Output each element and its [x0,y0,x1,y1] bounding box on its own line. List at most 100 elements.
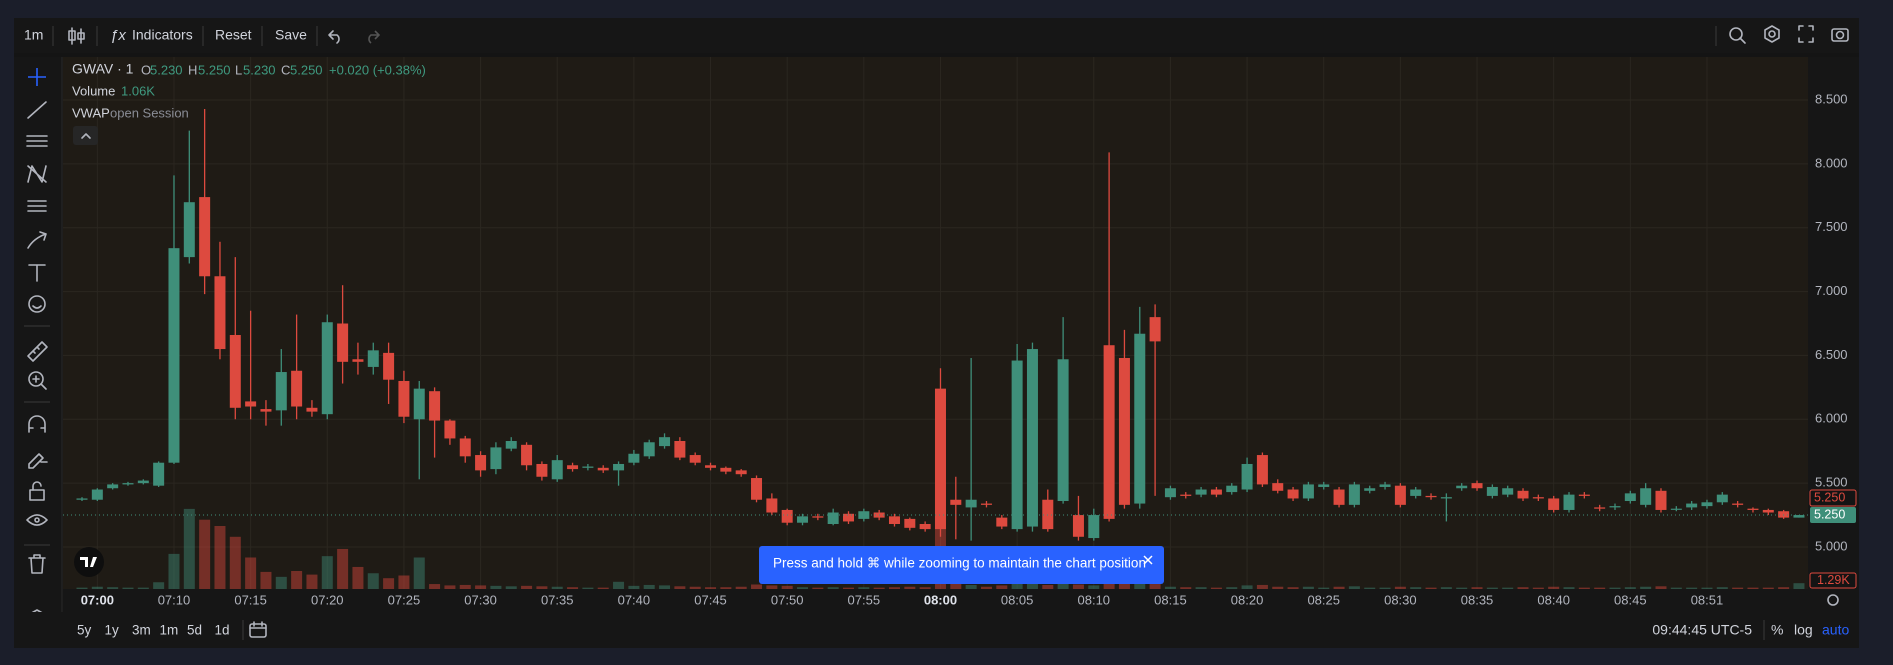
candle-body [1640,488,1652,505]
candle-body [1686,503,1698,508]
top-toolbar [14,18,1859,53]
volume-bar [873,587,885,589]
legend-h: 5.250 [198,62,231,77]
zoom-tool[interactable] [28,371,47,390]
volume-bar [1425,587,1437,589]
candle-body [1624,493,1636,502]
candle-body [843,513,854,522]
trend-line-tool[interactable] [27,101,47,119]
volume-bar [659,585,671,589]
legend-symbol: GWAV · 1 [72,61,134,77]
candle-body [1057,359,1069,502]
lock-tool[interactable] [29,481,45,501]
candle-body [1011,360,1023,530]
range-button[interactable]: 5y [77,623,92,638]
volume-bar [1333,586,1345,589]
candle-body [1164,488,1176,498]
pattern-tool[interactable] [27,165,47,183]
candle-body [337,323,349,362]
settings-icon[interactable] [1764,25,1780,43]
x-tick-label: 08:05 [1001,592,1034,607]
interval-button[interactable]: 1m [24,27,43,43]
plot [63,108,1808,589]
fullscreen-icon[interactable] [1798,25,1814,43]
camera-icon[interactable] [1831,28,1849,42]
save-button[interactable]: Save [275,27,307,43]
volume-bar [199,519,211,589]
goto-date[interactable] [249,621,267,638]
lock-drawing-tool[interactable] [28,453,48,469]
x-tick-label: 07:25 [388,592,421,607]
volume-bar [1241,585,1253,589]
volume-bar [352,566,364,589]
logo [74,547,104,577]
visibility-tool[interactable] [26,514,48,526]
reset-button[interactable]: Reset [215,27,252,43]
candle-body [965,499,977,508]
collapse-legend[interactable] [73,126,98,145]
ruler-tool[interactable] [27,341,48,362]
prediction-tool[interactable] [27,200,47,212]
log-toggle[interactable]: log [1794,622,1813,638]
x-tick-label: 08:00 [924,592,957,607]
fx-icon[interactable]: ƒx [110,27,126,44]
indicators-button[interactable]: Indicators [132,27,193,43]
candle-body [689,455,701,463]
range-button[interactable]: 1m [160,623,179,638]
candle-body [934,388,946,530]
brush-tool[interactable] [27,231,47,249]
range-button[interactable]: 1y [105,623,120,638]
candle-body [168,248,180,463]
delete-tool[interactable] [28,554,46,574]
candle-body [567,465,579,470]
range-button[interactable]: 3m [132,623,151,638]
magnet-tool[interactable] [28,415,46,433]
legend-l-label: L [235,62,242,77]
chart-type-icon[interactable] [68,27,85,45]
x-tick-label: 08:20 [1231,592,1264,607]
volume-bar [1134,582,1146,589]
percent-toggle[interactable]: % [1771,622,1783,638]
emoji-tool[interactable] [28,295,46,313]
legend-o-label: O [141,62,151,77]
redo-button[interactable] [368,30,381,44]
candle-body [1287,489,1299,499]
volume-bar [582,587,594,589]
x-tick-label: 07:35 [541,592,574,607]
volume-bar [1072,584,1084,589]
volume-bar [1256,584,1268,589]
candle-body [321,322,333,415]
axis-settings[interactable] [1827,594,1839,606]
x-tick-label: 07:50 [771,592,804,607]
crosshair-tool[interactable] [28,68,46,86]
auto-toggle[interactable]: auto [1822,622,1849,638]
clock: 09:44:45 UTC-5 [1652,622,1752,638]
candle-body [1272,483,1284,491]
volume-bar [413,557,425,589]
volume-bar [551,586,563,589]
candle-body [766,498,778,513]
search-icon[interactable] [1729,27,1746,44]
volume-bar [76,587,88,589]
text-tool[interactable] [28,264,46,282]
volume-bar [459,584,471,589]
candle-body [1762,509,1774,513]
candle-body [122,483,134,485]
volume-tag [1809,572,1857,589]
volume-bar [1578,587,1590,589]
x-tick-label: 07:40 [618,592,651,607]
y-tick-label: 7.000 [1815,283,1848,298]
candle-body [705,465,717,468]
toast-close[interactable] [1143,555,1153,565]
fib-tool[interactable] [26,135,48,147]
candle-body [1563,494,1575,510]
candle-body [1456,485,1468,489]
candle-body [183,202,195,258]
range-button[interactable]: 5d [187,623,202,638]
undo-button[interactable] [328,30,340,44]
volume-bar [751,584,763,589]
volume-bar [1640,586,1652,589]
range-button[interactable]: 1d [215,623,230,638]
y-tick-label: 8.500 [1815,91,1848,106]
